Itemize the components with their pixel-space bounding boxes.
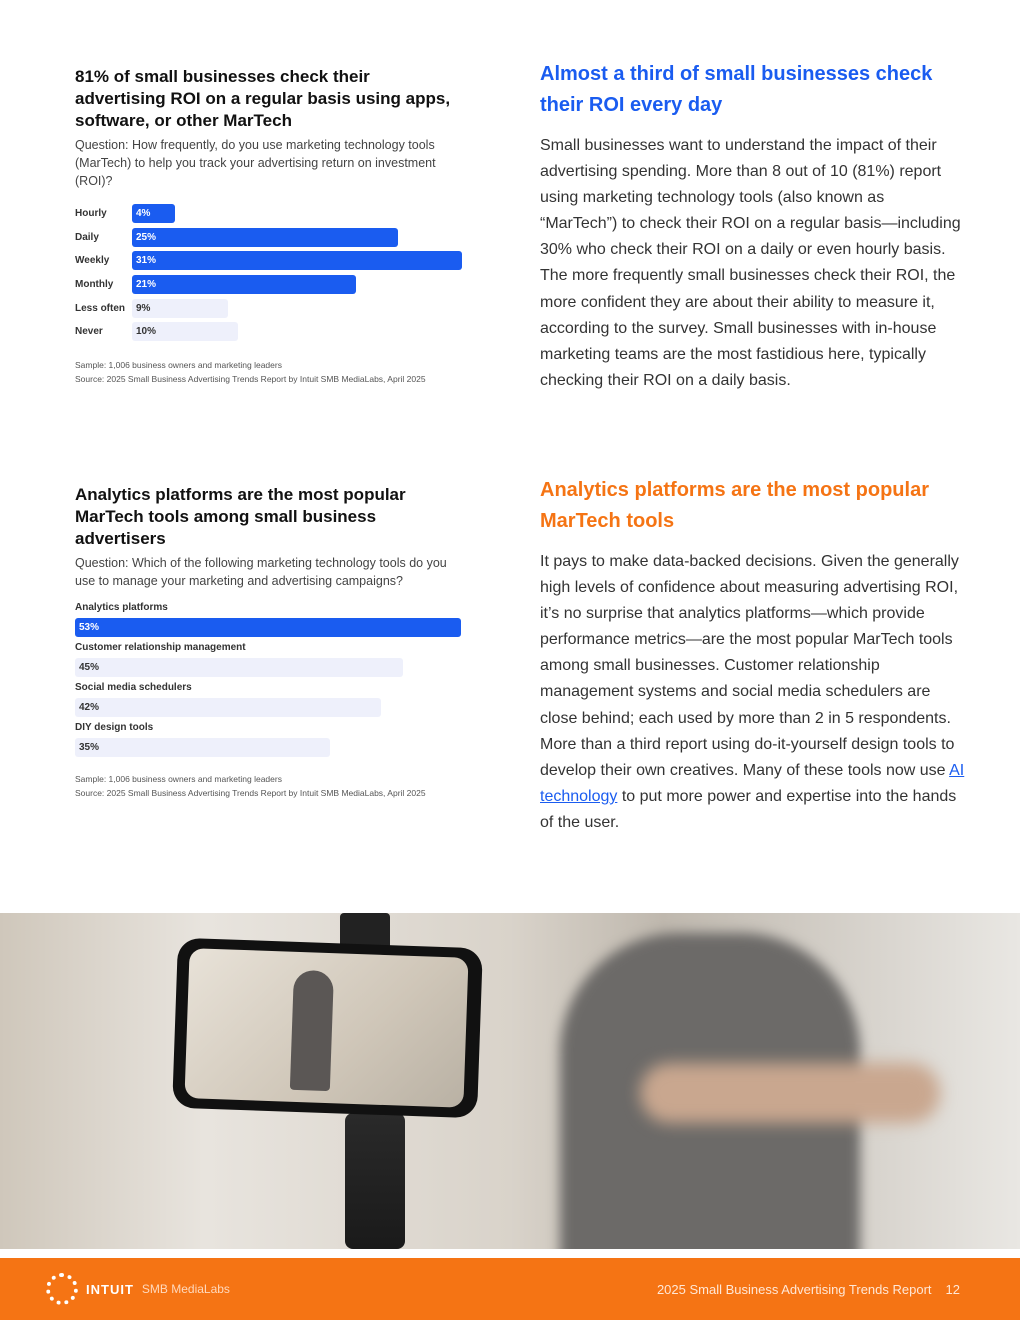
bar-row: Monthly 21% (75, 273, 465, 297)
intuit-logo-icon (46, 1273, 78, 1305)
section-body: It pays to make data-backed decisions. G… (540, 549, 965, 836)
chart-roi-frequency: 81% of small businesses check their adve… (75, 66, 465, 386)
bar: 53% (75, 618, 461, 637)
bar: 31% (132, 251, 462, 271)
bar-label: Analytics platforms (75, 602, 168, 613)
brand-sub: SMB MediaLabs (141, 1282, 230, 1296)
footer-brand: INTUIT SMB MediaLabs (46, 1258, 230, 1320)
phone (172, 937, 483, 1119)
bar-list: Hourly 4% Daily 25% Weekly 31% Monthly 21% Less … (75, 202, 465, 344)
bar-label: Weekly (75, 255, 110, 267)
bar-track: 31% (132, 251, 465, 271)
chart-title: 81% of small businesses check their adve… (75, 67, 451, 130)
bar-label: DIY design tools (75, 722, 154, 733)
bar-label: Social media schedulers (75, 682, 192, 693)
bar-row: Weekly 31% (75, 249, 465, 273)
bar-track: 45% (75, 658, 463, 678)
hero-photo (0, 913, 1020, 1249)
bar: 25% (132, 227, 399, 247)
bar: 10% (132, 322, 239, 342)
brand-name: INTUIT (86, 1281, 134, 1297)
bar-list: Analytics platforms 53% Customer relations… (75, 598, 463, 758)
bar-track: 9% (132, 298, 465, 318)
bar-track: 25% (132, 227, 465, 247)
source-note: Source: 2025 Small Business Advertising … (75, 788, 426, 798)
body-text: It pays to make data-backed decisions. G… (540, 553, 959, 779)
phone-screen (184, 948, 469, 1108)
bar: 42% (75, 698, 381, 717)
ai-technology-link[interactable]: AI technology (540, 761, 965, 805)
section-heading: Almost a third of small businesses check… (540, 63, 933, 116)
chart-question: Question: How frequently, do you use mar… (75, 138, 436, 188)
bar-track: 10% (132, 322, 465, 342)
bar-row: Daily 25% (75, 226, 465, 250)
bar-label: Customer relationship management (75, 642, 246, 653)
page-number: 12 (945, 1281, 960, 1297)
arm-blurred (640, 1063, 940, 1123)
bar-track: 35% (75, 738, 463, 758)
bar: 45% (75, 658, 403, 677)
bar-row: Never 10% (75, 320, 465, 344)
sample-note: Sample: 1,006 business owners and market… (75, 359, 282, 370)
bar-label: Less often (75, 302, 126, 314)
person-on-screen (289, 969, 334, 1092)
phone-stand (345, 1113, 405, 1249)
right-column: Almost a third of small businesses check… (540, 59, 965, 836)
bar-label: Daily (75, 231, 99, 243)
chart-question: Question: Which of the following marketi… (75, 556, 447, 588)
footer: INTUIT SMB MediaLabs 2025 Small Business… (0, 1258, 1020, 1320)
footer-report: 2025 Small Business Advertising Trends R… (657, 1258, 960, 1320)
bar-track: 4% (132, 204, 465, 224)
bar-track: 21% (132, 275, 465, 295)
bar-track: 42% (75, 698, 463, 718)
bar-row: Less often 9% (75, 296, 465, 320)
section-heading: Analytics platforms are the most popular… (540, 479, 929, 532)
sample-note: Sample: 1,006 business owners and market… (75, 774, 282, 784)
bar-track: 53% (75, 618, 463, 638)
report-title: 2025 Small Business Advertising Trends R… (656, 1281, 932, 1297)
section-roi: Almost a third of small businesses check… (540, 59, 965, 475)
section-body: Small businesses want to understand the … (540, 137, 961, 389)
bar: 21% (132, 275, 356, 295)
chart-martech-tools: Analytics platforms are the most popular… (75, 484, 465, 800)
bar-label: Monthly (75, 279, 114, 291)
chart-title: Analytics platforms are the most popular… (75, 485, 406, 548)
source-note: Source: 2025 Small Business Advertising … (75, 373, 426, 384)
bar: 35% (75, 738, 330, 757)
bar-label: Hourly (75, 208, 107, 220)
bar-row: Hourly 4% (75, 202, 465, 226)
bar: 4% (132, 204, 175, 224)
section-martech: Analytics platforms are the most popular… (540, 475, 965, 836)
bar: 9% (132, 298, 228, 318)
body-text: to put more power and expertise into the… (540, 787, 957, 831)
bar-label: Never (75, 326, 103, 338)
